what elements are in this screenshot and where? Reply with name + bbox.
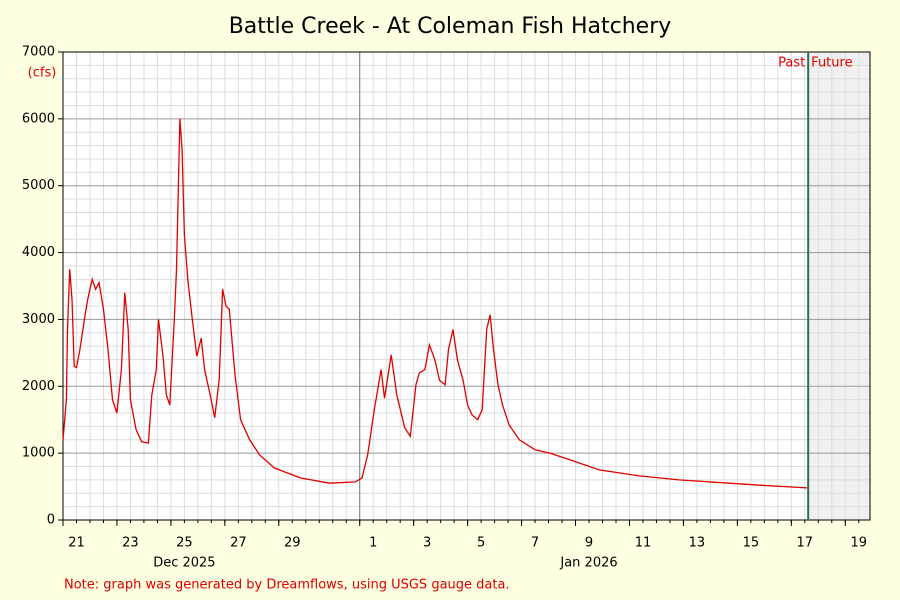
y-axis-label: (cfs) (28, 66, 57, 81)
x-tick-label: 29 (284, 536, 301, 551)
x-tick-label: 17 (797, 536, 814, 551)
note: Note: graph was generated by Dreamflows,… (64, 578, 510, 593)
x-tick-label: 11 (635, 536, 652, 551)
y-tick-label: 2000 (22, 379, 55, 394)
x-tick-label: 13 (689, 536, 706, 551)
x-tick-label: 21 (68, 536, 85, 551)
x-tick-label: 27 (230, 536, 247, 551)
y-tick-label: 4000 (22, 245, 55, 260)
y-tick-label: 7000 (22, 45, 55, 60)
x-tick-label: 15 (743, 536, 760, 551)
y-tick-label: 6000 (22, 111, 55, 126)
future-region (808, 52, 870, 520)
x-tick-label: 19 (850, 536, 867, 551)
x-tick-label: 5 (477, 536, 485, 551)
x-tick-label: 25 (176, 536, 193, 551)
month-label: Dec 2025 (153, 556, 215, 571)
x-tick-label: 3 (423, 536, 431, 551)
month-label: Jan 2026 (559, 556, 617, 571)
y-tick-label: 0 (47, 513, 55, 528)
x-tick-label: 1 (369, 536, 377, 551)
y-tick-label: 1000 (22, 446, 55, 461)
x-tick-label: 7 (531, 536, 539, 551)
y-tick-label: 5000 (22, 178, 55, 193)
flow-line (62, 118, 808, 489)
chart-title: Battle Creek - At Coleman Fish Hatchery (229, 14, 672, 39)
x-tick-label: 23 (122, 536, 139, 551)
x-tick-label: 9 (585, 536, 593, 551)
future-label: Future (811, 56, 852, 71)
y-tick-label: 3000 (22, 312, 55, 327)
plot-frame (62, 51, 871, 521)
past-label: Past (778, 56, 805, 71)
